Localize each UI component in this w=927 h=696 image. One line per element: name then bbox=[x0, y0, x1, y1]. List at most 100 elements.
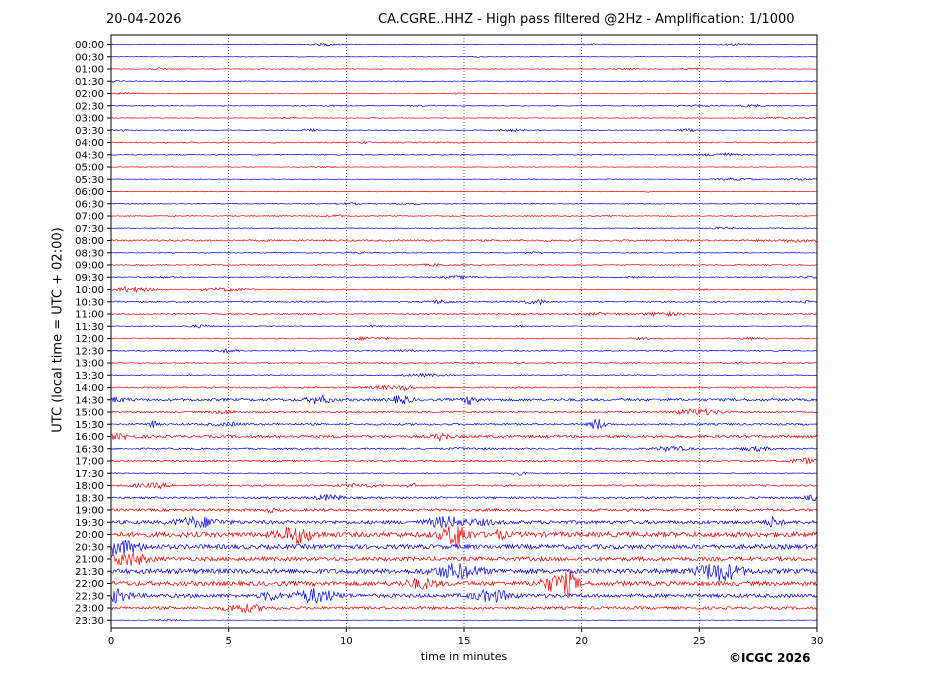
trace-1730 bbox=[110, 471, 818, 476]
x-tick-label: 5 bbox=[225, 636, 231, 647]
x-tick-label: 25 bbox=[693, 636, 706, 647]
y-tick-label: 19:30 bbox=[75, 518, 104, 529]
trace-0830 bbox=[110, 251, 818, 255]
y-tick-label: 01:00 bbox=[75, 65, 104, 76]
trace-1030 bbox=[110, 298, 818, 306]
y-tick-label: 18:00 bbox=[75, 481, 104, 492]
trace-2200 bbox=[110, 571, 818, 597]
y-tick-label: 14:30 bbox=[75, 395, 104, 406]
trace-1100 bbox=[110, 310, 818, 318]
trace-0300 bbox=[110, 116, 818, 120]
trace-2230 bbox=[110, 587, 818, 604]
chart-title: CA.CGRE..HHZ - High pass filtered @2Hz -… bbox=[378, 12, 795, 27]
trace-1400 bbox=[110, 384, 818, 392]
trace-0900 bbox=[110, 263, 818, 267]
y-tick-label: 13:30 bbox=[75, 371, 104, 382]
y-tick-label: 17:30 bbox=[75, 469, 104, 480]
y-tick-label: 05:30 bbox=[75, 175, 104, 186]
trace-0030 bbox=[110, 55, 818, 58]
y-tick-label: 13:00 bbox=[75, 359, 104, 370]
trace-1430 bbox=[110, 394, 818, 406]
trace-0400 bbox=[110, 140, 818, 145]
y-tick-label: 12:30 bbox=[75, 346, 104, 357]
x-tick-label: 15 bbox=[458, 636, 471, 647]
y-tick-label: 02:00 bbox=[75, 89, 104, 100]
trace-1900 bbox=[110, 507, 818, 514]
y-tick-label: 22:30 bbox=[75, 591, 104, 602]
trace-1330 bbox=[110, 372, 818, 378]
trace-0700 bbox=[110, 213, 818, 218]
trace-1130 bbox=[110, 324, 818, 329]
date-label: 20-04-2026 bbox=[106, 12, 182, 27]
y-tick-label: 10:30 bbox=[75, 297, 104, 308]
trace-1800 bbox=[110, 481, 818, 490]
y-tick-label: 01:30 bbox=[75, 77, 104, 88]
trace-0930 bbox=[110, 274, 818, 281]
y-tick-label: 05:00 bbox=[75, 163, 104, 174]
y-tick-label: 07:00 bbox=[75, 212, 104, 223]
trace-1700 bbox=[110, 456, 818, 465]
y-tick-label: 04:00 bbox=[75, 138, 104, 149]
trace-2100 bbox=[110, 552, 818, 566]
y-tick-label: 08:00 bbox=[75, 236, 104, 247]
x-tick-label: 10 bbox=[340, 636, 353, 647]
x-tick-label: 30 bbox=[811, 636, 824, 647]
trace-2000 bbox=[110, 526, 818, 548]
trace-2130 bbox=[110, 562, 818, 582]
y-tick-label: 21:30 bbox=[75, 567, 104, 578]
trace-0130 bbox=[110, 79, 818, 84]
y-tick-label: 00:00 bbox=[75, 40, 104, 51]
trace-1300 bbox=[110, 361, 818, 365]
y-tick-label: 18:30 bbox=[75, 493, 104, 504]
trace-1230 bbox=[110, 348, 818, 354]
y-tick-label: 07:30 bbox=[75, 224, 104, 235]
trace-0530 bbox=[110, 177, 818, 181]
trace-0330 bbox=[110, 127, 818, 133]
y-tick-label: 02:30 bbox=[75, 101, 104, 112]
y-tick-label: 19:00 bbox=[75, 506, 104, 517]
trace-1200 bbox=[110, 335, 818, 342]
trace-1600 bbox=[110, 432, 818, 442]
trace-0200 bbox=[110, 91, 818, 95]
y-tick-label: 10:00 bbox=[75, 285, 104, 296]
y-tick-label: 08:30 bbox=[75, 248, 104, 259]
y-tick-label: 11:30 bbox=[75, 322, 104, 333]
x-axis-label: time in minutes bbox=[420, 650, 508, 663]
trace-0730 bbox=[110, 226, 818, 230]
y-tick-label: 06:30 bbox=[75, 199, 104, 210]
y-tick-label: 03:00 bbox=[75, 114, 104, 125]
y-tick-label: 15:00 bbox=[75, 408, 104, 419]
y-tick-label: 06:00 bbox=[75, 187, 104, 198]
y-tick-label: 22:00 bbox=[75, 579, 104, 590]
x-tick-label: 0 bbox=[108, 636, 114, 647]
y-tick-label: 04:30 bbox=[75, 150, 104, 161]
y-tick-label: 20:00 bbox=[75, 530, 104, 541]
trace-2030 bbox=[110, 539, 818, 556]
trace-0100 bbox=[110, 67, 818, 71]
y-tick-label: 23:00 bbox=[75, 604, 104, 615]
y-tick-label: 00:30 bbox=[75, 52, 104, 63]
y-tick-label: 11:00 bbox=[75, 310, 104, 321]
trace-1930 bbox=[110, 515, 818, 529]
trace-0630 bbox=[110, 201, 818, 206]
trace-0600 bbox=[110, 190, 818, 193]
y-tick-label: 21:00 bbox=[75, 555, 104, 566]
y-tick-label: 23:30 bbox=[75, 616, 104, 627]
trace-1000 bbox=[110, 285, 818, 294]
x-tick-label: 20 bbox=[575, 636, 588, 647]
y-tick-label: 20:30 bbox=[75, 542, 104, 553]
trace-1500 bbox=[110, 407, 818, 416]
y-tick-label: 09:00 bbox=[75, 261, 104, 272]
y-tick-label: 14:00 bbox=[75, 383, 104, 394]
y-tick-label: 16:00 bbox=[75, 432, 104, 443]
trace-1630 bbox=[110, 445, 818, 453]
trace-1830 bbox=[110, 493, 818, 502]
trace-1530 bbox=[110, 418, 818, 430]
trace-2330 bbox=[110, 619, 818, 622]
trace-0800 bbox=[110, 238, 818, 243]
y-tick-label: 03:30 bbox=[75, 126, 104, 137]
y-tick-label: 12:00 bbox=[75, 334, 104, 345]
trace-0500 bbox=[110, 166, 818, 169]
trace-0430 bbox=[110, 152, 818, 157]
